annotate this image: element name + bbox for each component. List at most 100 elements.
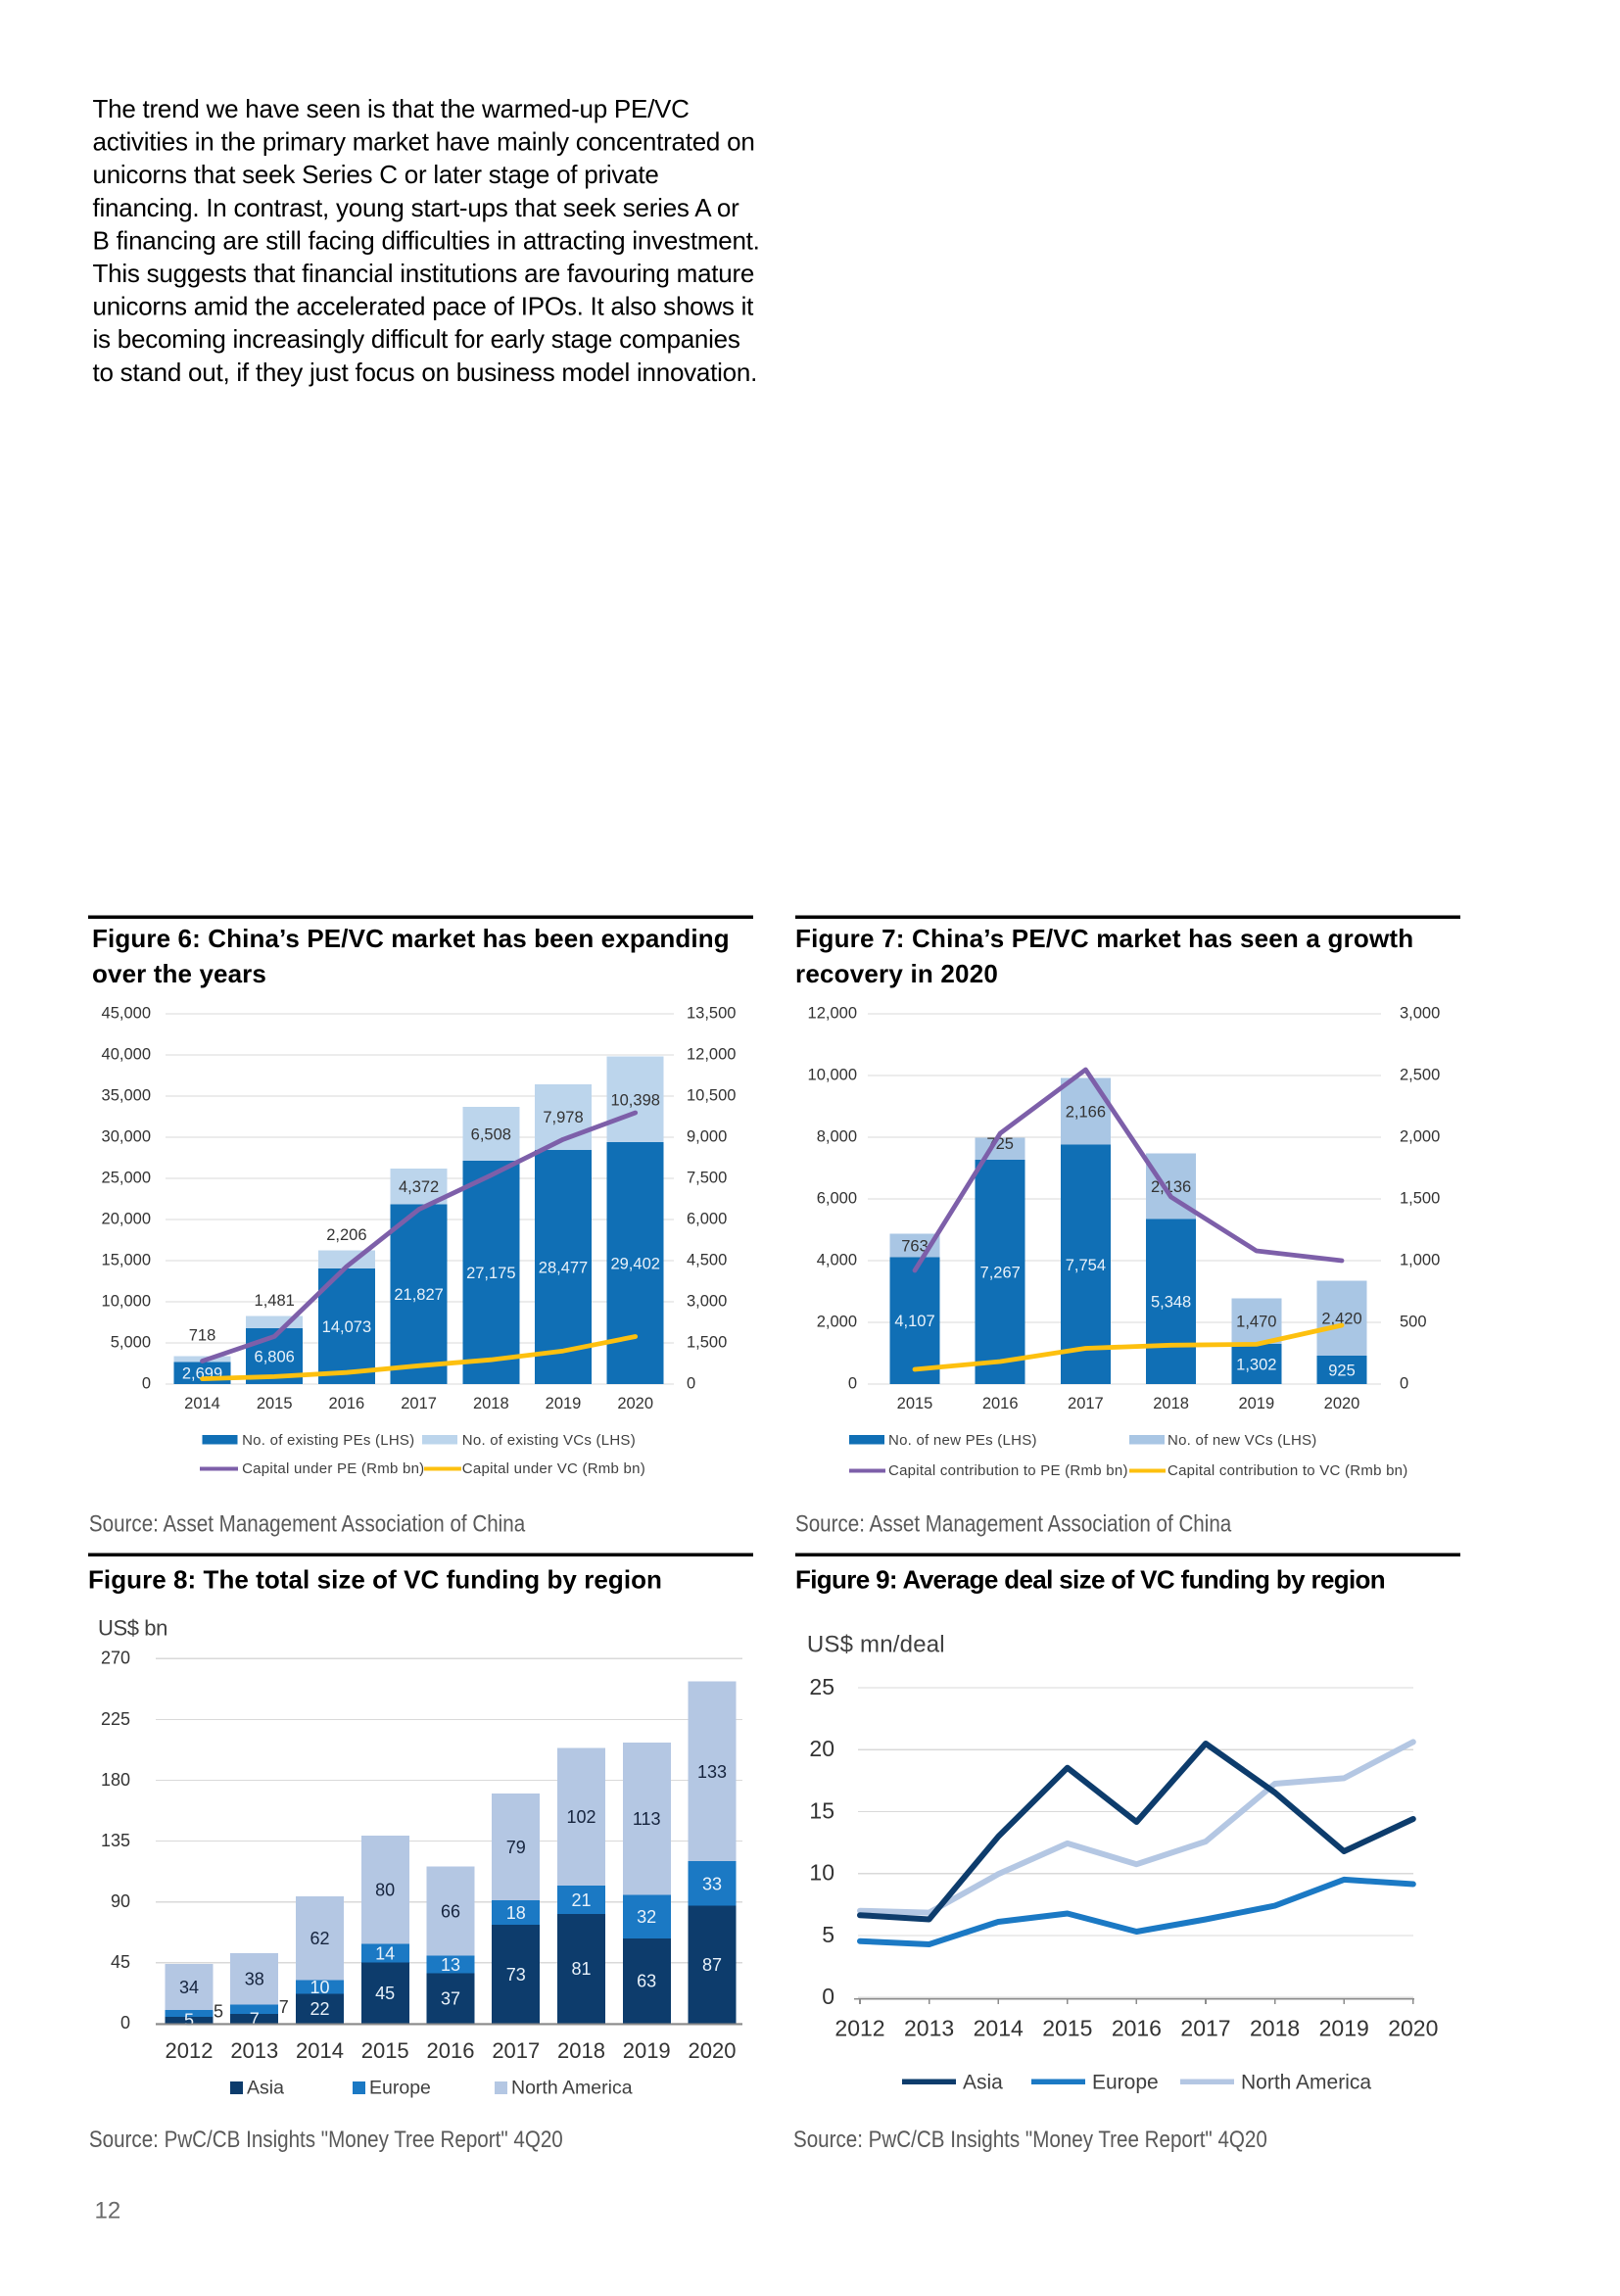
svg-text:21,827: 21,827 bbox=[394, 1286, 443, 1304]
svg-text:21: 21 bbox=[571, 1890, 591, 1910]
svg-text:to stand out, if they just foc: to stand out, if they just focus on busi… bbox=[93, 358, 758, 387]
svg-text:2016: 2016 bbox=[427, 2038, 475, 2063]
svg-text:unicorns that seek Series C or: unicorns that seek Series C or later sta… bbox=[93, 160, 659, 189]
svg-text:25: 25 bbox=[809, 1674, 834, 1699]
svg-text:4,500: 4,500 bbox=[687, 1251, 727, 1268]
svg-text:62: 62 bbox=[310, 1929, 329, 1948]
svg-text:2,000: 2,000 bbox=[1400, 1127, 1440, 1145]
svg-text:10: 10 bbox=[809, 1860, 834, 1886]
svg-text:2019: 2019 bbox=[1238, 1395, 1274, 1412]
svg-text:6,000: 6,000 bbox=[817, 1189, 857, 1207]
svg-text:1,302: 1,302 bbox=[1236, 1356, 1276, 1373]
svg-text:7,754: 7,754 bbox=[1066, 1257, 1106, 1274]
svg-text:15,000: 15,000 bbox=[102, 1251, 151, 1268]
svg-text:2016: 2016 bbox=[1112, 2016, 1162, 2041]
svg-text:90: 90 bbox=[111, 1891, 130, 1911]
svg-text:10: 10 bbox=[310, 1978, 329, 1997]
svg-text:81: 81 bbox=[571, 1959, 591, 1979]
svg-text:2018: 2018 bbox=[473, 1395, 509, 1412]
svg-text:2018: 2018 bbox=[1153, 1395, 1189, 1412]
svg-text:45,000: 45,000 bbox=[102, 1004, 151, 1022]
svg-text:10,000: 10,000 bbox=[808, 1066, 857, 1083]
svg-text:35,000: 35,000 bbox=[102, 1086, 151, 1104]
svg-text:13,500: 13,500 bbox=[687, 1004, 736, 1022]
svg-text:14: 14 bbox=[375, 1943, 395, 1963]
svg-text:Asia: Asia bbox=[963, 2072, 1003, 2094]
svg-text:5,348: 5,348 bbox=[1151, 1294, 1191, 1312]
svg-text:5: 5 bbox=[214, 2001, 223, 2021]
svg-text:6,806: 6,806 bbox=[255, 1348, 295, 1365]
svg-text:180: 180 bbox=[101, 1770, 130, 1790]
svg-text:Figure 7: China’s PE/VC market: Figure 7: China’s PE/VC market has seen … bbox=[795, 924, 1413, 953]
svg-text:7: 7 bbox=[279, 1997, 289, 2017]
svg-text:32: 32 bbox=[637, 1907, 656, 1927]
svg-text:2019: 2019 bbox=[1319, 2016, 1369, 2041]
svg-text:15: 15 bbox=[809, 1797, 834, 1823]
svg-text:2020: 2020 bbox=[1388, 2016, 1438, 2041]
svg-text:45: 45 bbox=[375, 1984, 395, 2003]
svg-text:12,000: 12,000 bbox=[808, 1004, 857, 1022]
svg-text:2012: 2012 bbox=[834, 2016, 884, 2041]
svg-text:financing. In contrast, young: financing. In contrast, young start-ups … bbox=[93, 193, 740, 222]
svg-text:2015: 2015 bbox=[361, 2038, 409, 2063]
svg-text:7,267: 7,267 bbox=[980, 1264, 1021, 1281]
svg-text:0: 0 bbox=[142, 1374, 151, 1392]
svg-text:30,000: 30,000 bbox=[102, 1127, 151, 1145]
svg-text:2,500: 2,500 bbox=[1400, 1066, 1440, 1083]
svg-text:18: 18 bbox=[506, 1903, 526, 1923]
svg-text:2018: 2018 bbox=[557, 2038, 605, 2063]
svg-text:22: 22 bbox=[310, 1999, 329, 2019]
svg-text:2020: 2020 bbox=[689, 2038, 737, 2063]
svg-text:12: 12 bbox=[95, 2198, 121, 2224]
svg-text:135: 135 bbox=[101, 1831, 130, 1850]
svg-text:6,508: 6,508 bbox=[471, 1125, 511, 1143]
svg-text:10,398: 10,398 bbox=[610, 1091, 659, 1109]
svg-text:3,000: 3,000 bbox=[1400, 1004, 1440, 1022]
svg-text:Source: Asset Management Assoc: Source: Asset Management Association of … bbox=[795, 1510, 1232, 1537]
svg-text:38: 38 bbox=[245, 1970, 264, 1989]
svg-text:7,978: 7,978 bbox=[543, 1109, 583, 1126]
svg-text:Capital contribution to VC (Rm: Capital contribution to VC (Rmb bn) bbox=[1167, 1462, 1408, 1479]
svg-text:66: 66 bbox=[441, 1902, 460, 1922]
svg-text:2015: 2015 bbox=[1042, 2016, 1092, 2041]
svg-text:5: 5 bbox=[184, 2011, 194, 2031]
svg-text:recovery in 2020: recovery in 2020 bbox=[795, 959, 998, 988]
svg-text:1,481: 1,481 bbox=[255, 1292, 295, 1310]
svg-text:B financing are still facing d: B financing are still facing difficultie… bbox=[93, 225, 760, 255]
svg-text:2,166: 2,166 bbox=[1066, 1104, 1106, 1122]
svg-text:Asia: Asia bbox=[247, 2078, 284, 2099]
svg-text:7: 7 bbox=[250, 2009, 260, 2029]
svg-text:2018: 2018 bbox=[1250, 2016, 1300, 2041]
svg-text:79: 79 bbox=[506, 1838, 526, 1857]
svg-text:2,000: 2,000 bbox=[817, 1313, 857, 1330]
svg-text:Figure 9: Average deal size of: Figure 9: Average deal size of VC fundin… bbox=[795, 1565, 1385, 1595]
svg-text:2017: 2017 bbox=[1068, 1395, 1104, 1412]
svg-text:13: 13 bbox=[441, 1955, 460, 1975]
svg-text:2,206: 2,206 bbox=[326, 1226, 366, 1244]
svg-text:73: 73 bbox=[506, 1965, 526, 1985]
svg-text:unicorns amid the accelerated: unicorns amid the accelerated pace of IP… bbox=[93, 292, 755, 321]
svg-text:102: 102 bbox=[566, 1807, 596, 1827]
svg-text:Figure 8: The total size of VC: Figure 8: The total size of VC funding b… bbox=[88, 1565, 662, 1595]
svg-text:10,000: 10,000 bbox=[102, 1292, 151, 1310]
svg-text:Capital contribution to PE (Rm: Capital contribution to PE (Rmb bn) bbox=[888, 1462, 1128, 1479]
svg-text:No. of existing PEs (LHS): No. of existing PEs (LHS) bbox=[242, 1432, 414, 1449]
svg-text:718: 718 bbox=[189, 1326, 216, 1344]
svg-text:2017: 2017 bbox=[401, 1395, 437, 1412]
svg-text:4,372: 4,372 bbox=[399, 1178, 439, 1196]
svg-text:Europe: Europe bbox=[369, 2078, 431, 2099]
svg-text:Capital under PE (Rmb bn): Capital under PE (Rmb bn) bbox=[242, 1460, 424, 1477]
svg-text:10,500: 10,500 bbox=[687, 1086, 736, 1104]
svg-text:63: 63 bbox=[637, 1972, 656, 1991]
svg-text:North America: North America bbox=[1241, 2072, 1371, 2094]
svg-text:is becoming increasingly diffi: is becoming increasingly difficult for e… bbox=[93, 324, 740, 354]
svg-text:2020: 2020 bbox=[1324, 1395, 1360, 1412]
svg-text:2020: 2020 bbox=[617, 1395, 653, 1412]
svg-text:4,000: 4,000 bbox=[817, 1251, 857, 1268]
svg-text:0: 0 bbox=[848, 1374, 857, 1392]
svg-text:No. of existing VCs (LHS): No. of existing VCs (LHS) bbox=[462, 1432, 636, 1449]
svg-text:8,000: 8,000 bbox=[817, 1127, 857, 1145]
svg-text:34: 34 bbox=[179, 1978, 199, 1997]
svg-text:925: 925 bbox=[1328, 1362, 1356, 1379]
svg-text:Source: Asset Management Assoc: Source: Asset Management Association of … bbox=[89, 1510, 526, 1537]
